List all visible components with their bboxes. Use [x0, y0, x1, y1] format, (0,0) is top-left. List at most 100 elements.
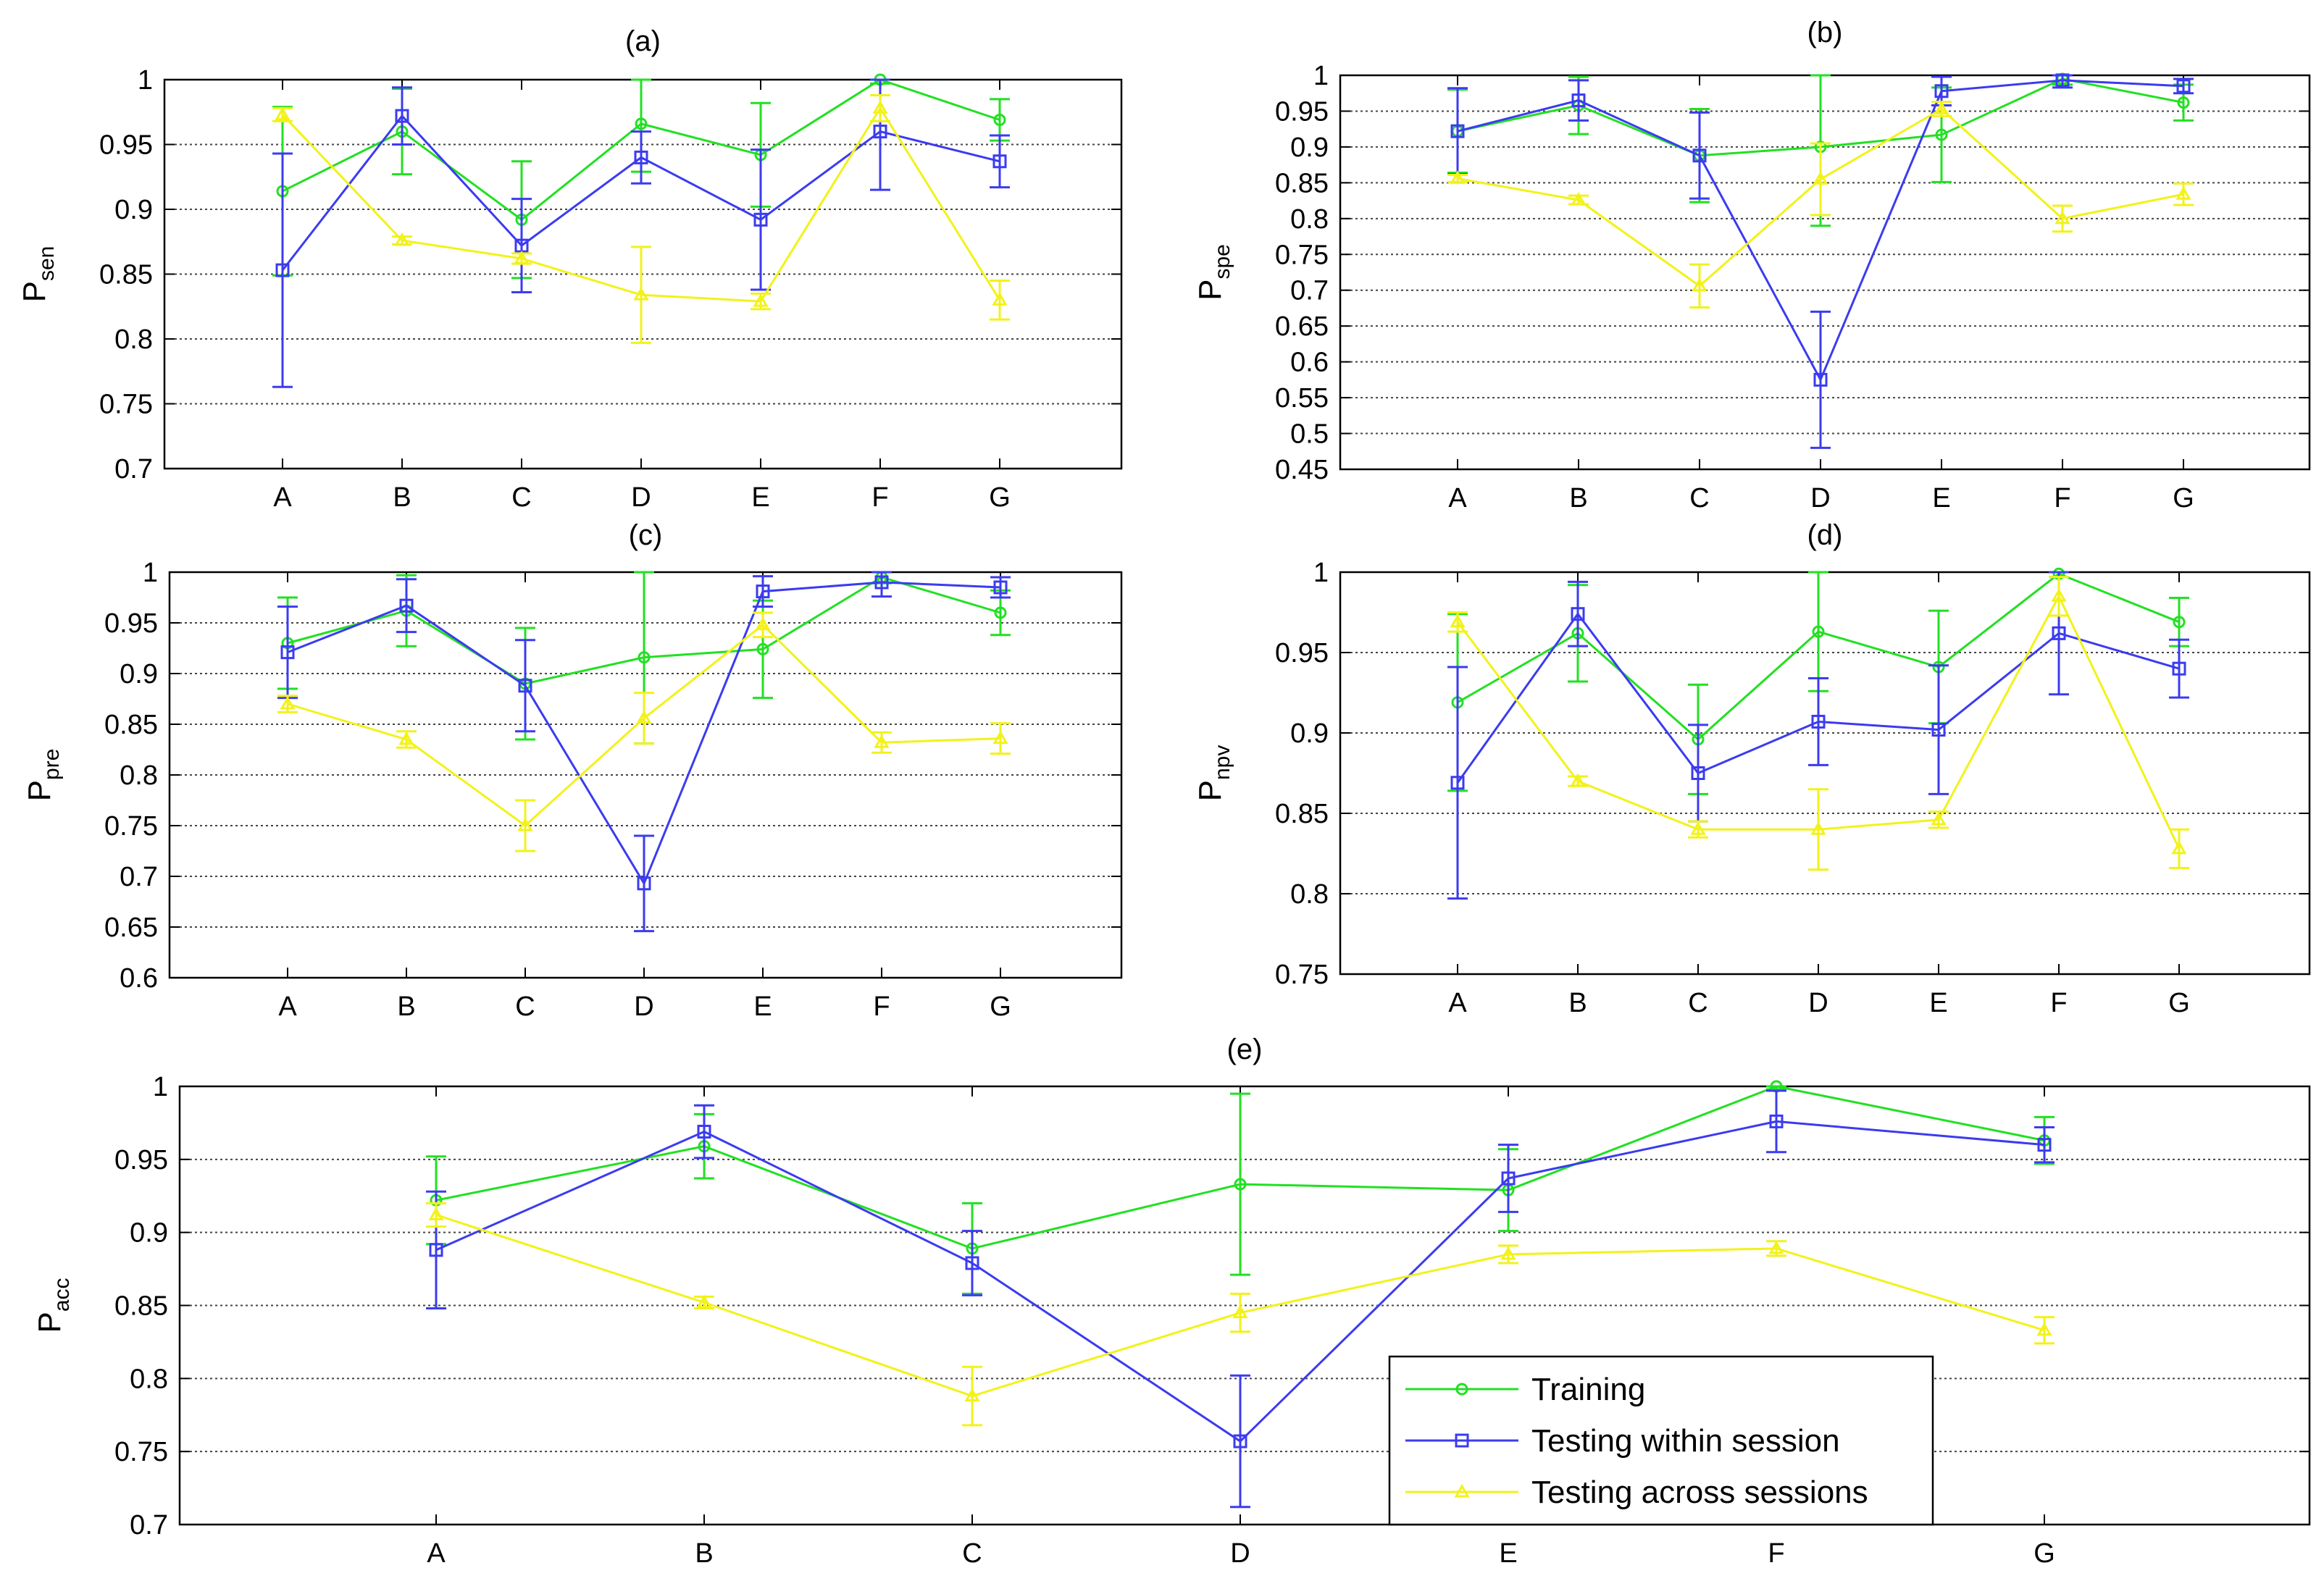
y-tick-label: 0.65 [104, 913, 158, 943]
data-point [756, 584, 770, 599]
series-testing-within-session [426, 1089, 2055, 1509]
data-point [1450, 613, 1466, 628]
data-point [753, 212, 768, 227]
x-tick-label: C [511, 482, 531, 513]
data-point [1813, 171, 1828, 185]
x-tick-label: D [1810, 483, 1830, 513]
data-point [636, 710, 652, 724]
x-tick-label: F [872, 482, 888, 513]
data-point [2176, 79, 2191, 93]
series-testing-within-session [277, 571, 1011, 933]
data-point [994, 606, 1007, 619]
data-point [394, 232, 410, 246]
chart-a: 0.7 0.75 0.8 0.85 0.9 0.95 1 A B C D E F G (a) Psen [17, 25, 1123, 513]
data-point [1571, 192, 1587, 206]
data-point [1501, 1171, 1516, 1186]
x-tick-label: A [1448, 483, 1467, 513]
data-point [992, 154, 1007, 169]
data-point [635, 117, 648, 130]
series-training [426, 1080, 2055, 1295]
data-point [872, 100, 888, 114]
y-tick-label: 0.9 [1290, 718, 1329, 749]
x-tick-label: C [515, 991, 535, 1022]
legend-label: Testing within session [1531, 1423, 1840, 1459]
x-tick-label: A [278, 991, 297, 1022]
y-tick-label: 0.85 [99, 260, 153, 290]
data-point [1935, 128, 1948, 141]
data-point [1813, 372, 1828, 387]
data-point [2171, 840, 2187, 855]
y-tick-label: 1 [143, 558, 158, 588]
data-point [756, 642, 769, 655]
x-tick-label: D [631, 482, 651, 513]
y-tick-label: 0.85 [104, 710, 158, 740]
y-tick-label: 0.95 [1275, 96, 1329, 127]
chart-title: (c) [629, 519, 663, 551]
x-tick-label: E [1929, 988, 1947, 1018]
x-tick-label: E [1499, 1538, 1517, 1569]
y-tick-label: 0.6 [1290, 348, 1329, 378]
x-tick-label: A [273, 482, 292, 513]
y-tick-label: 0.5 [1290, 419, 1329, 450]
y-tick-label: 0.6 [120, 963, 158, 994]
data-point [2052, 626, 2066, 640]
data-point [696, 1294, 712, 1308]
y-tick-label: 0.95 [114, 1145, 168, 1175]
data-point [1690, 821, 1706, 835]
y-tick-label: 0.8 [130, 1364, 168, 1394]
data-point [518, 679, 532, 693]
y-tick-label: 0.95 [104, 608, 158, 639]
data-point [874, 575, 889, 590]
y-tick-label: 0.7 [130, 1510, 168, 1540]
y-tick-label: 0.75 [99, 390, 153, 420]
data-point [1450, 124, 1465, 138]
data-point [993, 580, 1008, 595]
y-tick-label: 0.95 [1275, 638, 1329, 668]
x-tick-label: F [873, 991, 890, 1022]
chart-b: 0.45 0.5 0.55 0.6 0.65 0.7 0.75 0.8 0.85 0.9 0.95 1… [1192, 17, 2311, 513]
data-point [428, 1207, 444, 1220]
data-point [275, 263, 290, 277]
data-point [275, 106, 290, 120]
y-axis-label: Psen [17, 246, 59, 303]
data-point [2055, 73, 2070, 88]
x-tick-label: E [753, 991, 772, 1022]
data-point [965, 1256, 979, 1270]
axes-box [1339, 74, 2311, 471]
series-testing-within-session [272, 78, 1010, 388]
x-tick-label: B [695, 1538, 713, 1569]
x-tick-label: D [634, 991, 653, 1022]
x-tick-label: G [2168, 988, 2190, 1018]
chart-title: (b) [1807, 17, 1843, 49]
data-point [399, 598, 414, 613]
data-point [1931, 811, 1947, 826]
legend-label: Testing across sessions [1531, 1475, 1868, 1510]
data-point [873, 125, 887, 139]
y-tick-label: 0.75 [114, 1437, 168, 1467]
data-point [2175, 186, 2191, 200]
series-testing-across-sessions [272, 93, 1010, 344]
x-tick-label: G [2173, 483, 2194, 513]
x-tick-label: G [2034, 1538, 2055, 1569]
y-tick-label: 0.9 [120, 659, 158, 689]
y-tick-label: 0.75 [104, 811, 158, 842]
series-testing-across-sessions [426, 1202, 2055, 1427]
y-tick-label: 0.65 [1275, 311, 1329, 342]
y-tick-label: 0.7 [1290, 276, 1329, 306]
data-point [1691, 766, 1705, 780]
data-point [280, 645, 295, 660]
legend: Training Testing within session Testing ac… [1388, 1355, 1934, 1526]
series-testing-across-sessions [277, 611, 1011, 852]
data-point [2037, 1138, 2052, 1152]
y-tick-label: 0.9 [114, 195, 153, 225]
data-point [637, 876, 651, 891]
data-point [429, 1243, 443, 1257]
x-tick-label: E [751, 482, 769, 513]
data-point [395, 109, 409, 123]
data-point [992, 292, 1008, 306]
data-point [755, 616, 771, 631]
data-point [1931, 723, 1946, 737]
y-tick-label: 0.7 [120, 862, 158, 892]
data-point [874, 734, 890, 748]
data-point [1234, 1178, 1247, 1191]
